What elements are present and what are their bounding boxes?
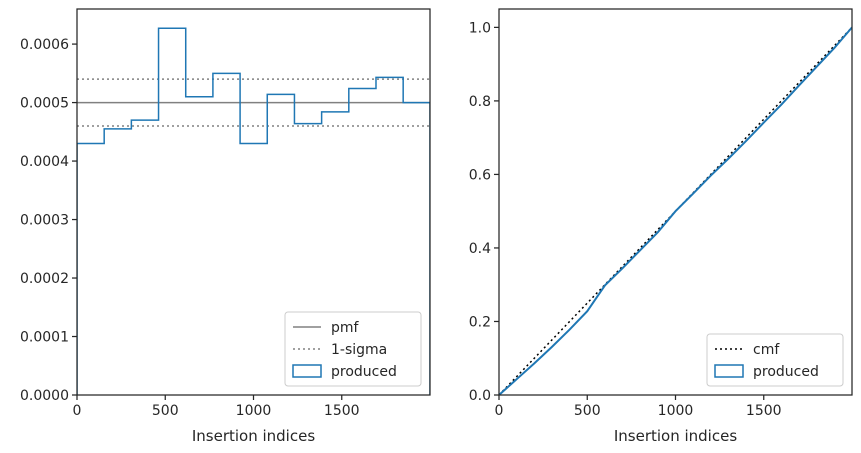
x-tick-label: 500 (152, 403, 179, 419)
legend: cmf produced (706, 333, 844, 387)
y-tick-label: 0.6 (469, 167, 491, 183)
x-tick-label: 1000 (236, 403, 272, 419)
legend-label: cmf (753, 342, 780, 358)
legend-handle-produced (292, 364, 322, 378)
x-tick-label: 0 (495, 403, 504, 419)
legend-label: produced (331, 364, 397, 380)
y-tick-label: 0.8 (469, 94, 491, 110)
y-tick-label: 0.0005 (20, 96, 69, 112)
y-tick-label: 0.0002 (20, 271, 69, 287)
x-tick-label: 0 (73, 403, 82, 419)
y-tick-label: 0.0004 (20, 154, 69, 170)
legend-handle-produced (714, 364, 744, 378)
series-produced-line (499, 26, 852, 395)
x-tick-label: 1500 (324, 403, 360, 419)
legend-box (706, 333, 844, 387)
plot-area (77, 27, 430, 395)
x-tick-label: 1000 (658, 403, 694, 419)
plot-area (499, 26, 852, 395)
left-panel-pmf-histogram: 0 500 1000 1500 0.0000 0.0001 0.0002 0.0003 0.00… (20, 8, 431, 445)
y-tick-label: 1.0 (469, 20, 491, 36)
x-axis-label: Insertion indices (192, 427, 315, 445)
legend-label: 1-sigma (331, 342, 387, 358)
right-panel-cmf: 0 500 1000 1500 0.0 0.2 0.4 0.6 0.8 1.0 Insertion … (469, 8, 853, 445)
y-tick-label: 0.0001 (20, 330, 69, 346)
series-produced-step-line (77, 27, 430, 395)
y-tick-label: 0.4 (469, 241, 491, 257)
x-axis-label: Insertion indices (614, 427, 737, 445)
x-tick-label: 500 (574, 403, 601, 419)
legend-label: produced (753, 364, 819, 380)
legend: pmf 1-sigma produced (284, 311, 422, 387)
y-tick-label: 0.0003 (20, 213, 69, 229)
x-tick-label: 1500 (746, 403, 782, 419)
y-tick-label: 0.2 (469, 314, 491, 330)
legend-box (284, 311, 422, 387)
y-tick-label: 0.0006 (20, 37, 69, 53)
legend-label: pmf (331, 320, 360, 336)
y-tick-label: 0.0 (469, 388, 491, 404)
y-tick-label: 0.0000 (20, 388, 69, 404)
